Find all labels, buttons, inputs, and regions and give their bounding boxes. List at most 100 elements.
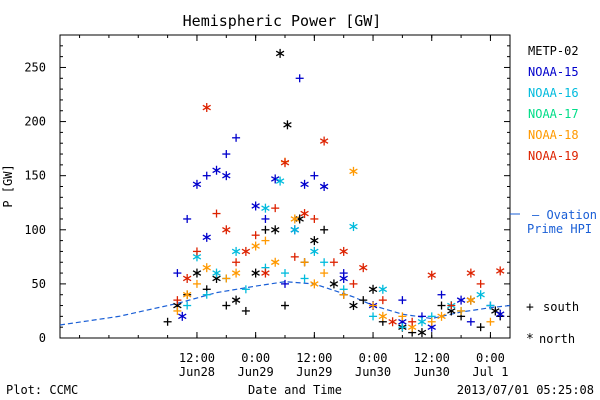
noaa-16-north-point <box>417 317 427 327</box>
x-tick-label: 12:00 <box>179 351 215 365</box>
star-stroke <box>359 264 368 271</box>
star-stroke <box>212 270 221 276</box>
noaa-18-south-point <box>261 236 270 245</box>
noaa-16-south-point <box>202 290 211 299</box>
star-stroke <box>251 203 260 209</box>
noaa-15-south-point <box>437 290 446 299</box>
star-stroke <box>192 254 202 260</box>
legend-item-noaa-18: NOAA-18 <box>528 128 579 142</box>
star-stroke <box>319 138 329 144</box>
star-stroke <box>417 329 427 336</box>
noaa-19-south-point <box>173 296 182 305</box>
star-stroke <box>261 270 270 276</box>
x-tick-label: 12:00 <box>414 351 450 365</box>
metp-02-north-point <box>295 214 304 224</box>
noaa-15-north-point <box>456 295 466 305</box>
metp-02-north-point <box>349 301 358 311</box>
noaa-18-north-point <box>437 311 446 321</box>
noaa-19-north-point <box>359 263 368 273</box>
noaa-16-north-point <box>476 290 485 300</box>
noaa-18-north-point <box>202 263 211 273</box>
legend-item-noaa-19: NOAA-19 <box>528 149 579 163</box>
metp-02-south-point <box>437 301 446 310</box>
star-stroke <box>222 226 231 233</box>
star-stroke <box>290 226 300 233</box>
noaa-18-south-point <box>369 301 378 310</box>
legend-item-noaa-17: NOAA-17 <box>528 107 579 121</box>
noaa-18-south-point <box>339 290 348 299</box>
noaa-16-north-point <box>212 268 221 278</box>
noaa-15-south-point <box>232 133 241 142</box>
x-tick-sublabel: Jun28 <box>179 365 215 379</box>
star-stroke <box>378 286 388 293</box>
noaa-18-south-point <box>300 258 309 267</box>
star-stroke <box>178 313 187 320</box>
noaa-18-north-point <box>231 268 241 278</box>
noaa-19-north-point <box>261 268 270 278</box>
noaa-19-north-point <box>280 158 290 168</box>
noaa-15-south-point <box>222 150 231 159</box>
y-tick-label: 150 <box>24 169 46 183</box>
noaa-19-north-point <box>182 273 192 283</box>
noaa-19-north-point <box>202 103 211 113</box>
noaa-15-south-point <box>466 317 475 326</box>
star-stroke <box>202 234 211 241</box>
ovation-legend-line2: Prime HPI <box>527 222 592 236</box>
star-stroke <box>202 264 211 271</box>
noaa-16-north-point <box>231 246 241 256</box>
plot-timestamp: 2013/07/01 05:25:08 <box>457 383 594 397</box>
star-stroke <box>339 248 348 255</box>
star-stroke <box>427 324 436 330</box>
x-tick-sublabel: Jun30 <box>414 365 450 379</box>
noaa-19-south-point <box>271 204 280 213</box>
noaa-19-south-point <box>447 301 456 310</box>
star-stroke <box>319 183 329 190</box>
noaa-18-south-point <box>427 317 436 326</box>
noaa-18-south-point <box>222 274 231 283</box>
x-axis-label: Date and Time <box>248 383 342 397</box>
y-tick-label: 100 <box>24 223 46 237</box>
noaa-15-north-point <box>212 165 221 175</box>
noaa-16-south-point <box>241 285 250 294</box>
star-stroke <box>476 291 485 298</box>
y-tick-label: 50 <box>32 277 46 291</box>
y-tick-label: 250 <box>24 60 46 74</box>
metp-02-north-point <box>270 225 280 235</box>
data-points <box>163 48 505 338</box>
noaa-16-north-point <box>290 225 300 235</box>
star-stroke <box>310 281 319 287</box>
star-stroke <box>388 318 397 325</box>
metp-02-north-point <box>417 328 427 338</box>
noaa-19-south-point <box>476 279 485 288</box>
noaa-16-north-point <box>378 284 388 294</box>
star-stroke <box>202 104 211 111</box>
noaa-19-north-point <box>300 209 309 219</box>
noaa-18-north-point <box>182 290 192 300</box>
noaa-15-south-point <box>310 171 319 180</box>
x-tick-label: 0:00 <box>359 351 388 365</box>
star-stroke <box>310 248 319 255</box>
y-axis: 0 50 100 150 200 250 <box>24 34 510 345</box>
star-stroke <box>378 313 388 320</box>
metp-02-south-point <box>476 323 485 332</box>
star-stroke <box>275 50 285 57</box>
x-tick-sublabel: Jun30 <box>355 365 391 379</box>
metp-02-south-point <box>359 296 368 305</box>
star-stroke <box>495 311 505 318</box>
noaa-16-north-point <box>349 222 358 232</box>
star-stroke <box>280 159 290 166</box>
star-stroke <box>466 270 476 276</box>
noaa-16-north-point <box>261 203 270 213</box>
noaa-16-north-point <box>275 176 285 186</box>
noaa-19-south-point <box>329 258 338 267</box>
noaa-19-south-point <box>290 252 299 261</box>
star-stroke <box>275 178 285 184</box>
noaa-19-north-point <box>427 270 436 280</box>
south-marker-label: south <box>543 300 579 314</box>
metp-02-south-point <box>241 306 250 315</box>
metp-02-south-point <box>222 301 231 310</box>
star-stroke <box>212 167 221 174</box>
star-stroke <box>270 226 280 233</box>
star-stroke <box>339 275 348 282</box>
noaa-16-north-point <box>310 246 319 256</box>
